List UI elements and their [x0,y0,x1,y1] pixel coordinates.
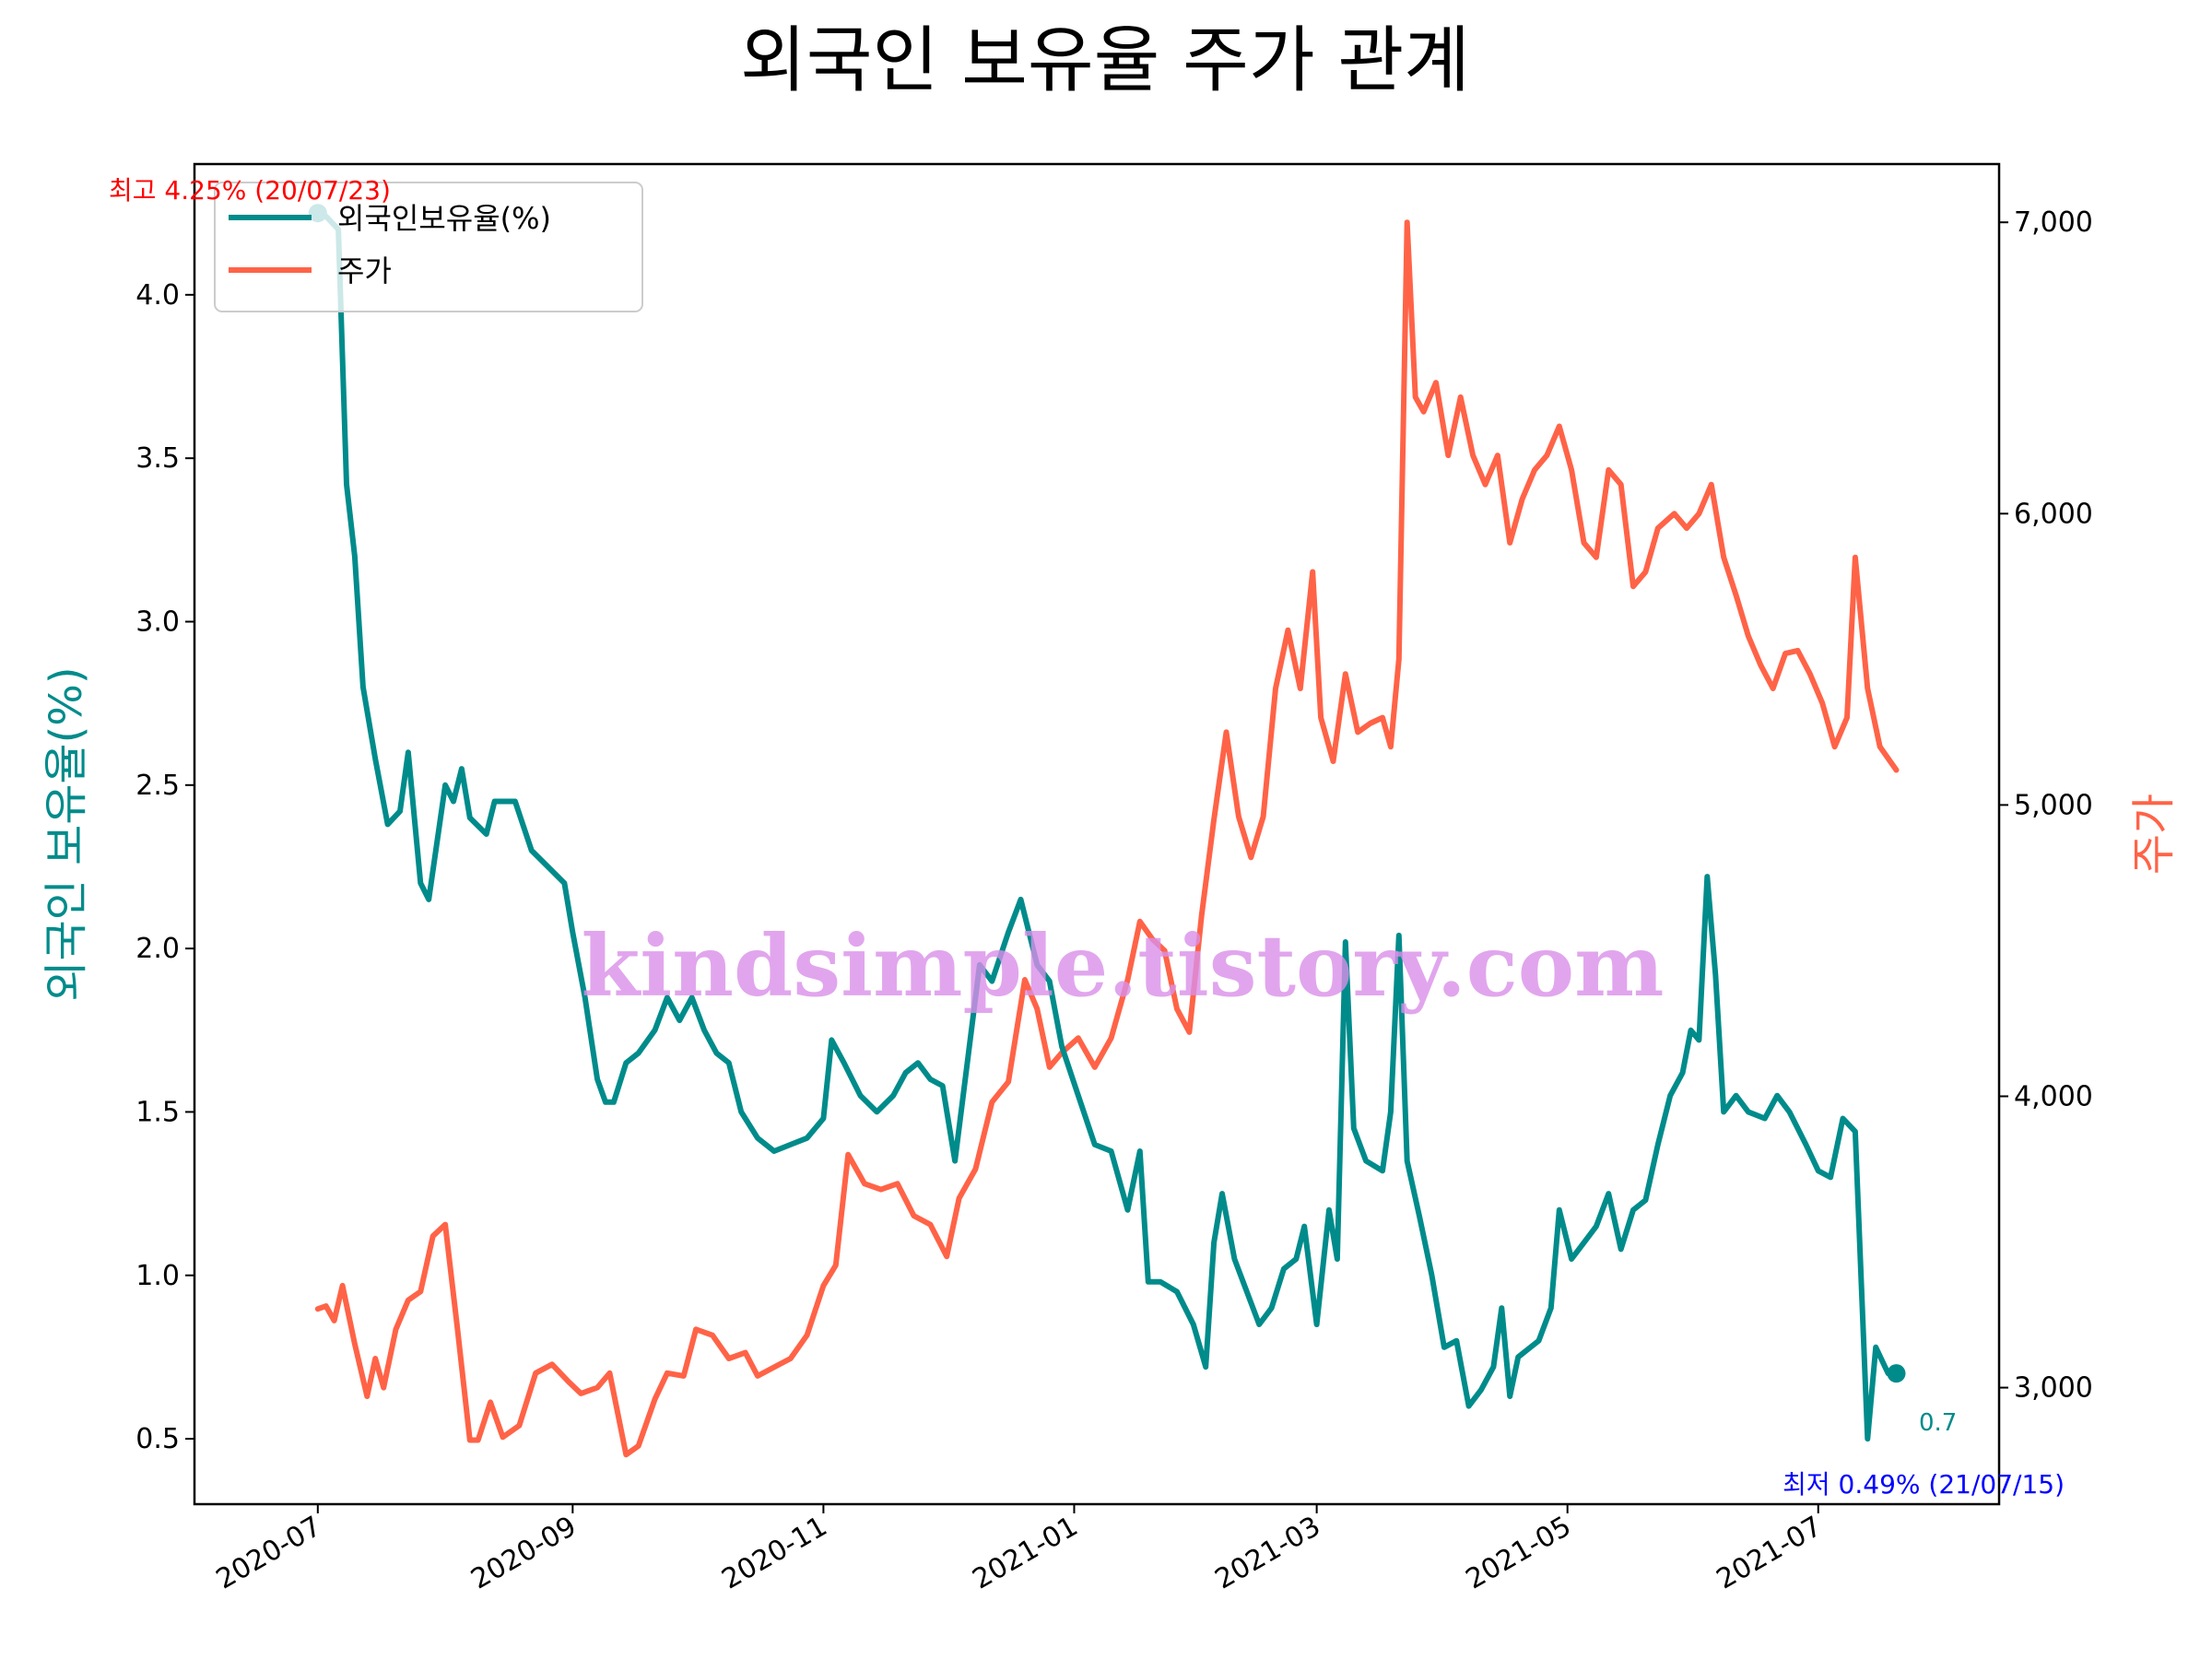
y-left-tick-label: 3.5 [135,442,180,475]
series-line-foreign-holding [314,210,1900,1442]
y-right-tick-label: 6,000 [2014,498,2093,530]
watermark: kindsimple.tistory.com [581,916,1664,1016]
legend-label-price: 주가 [337,253,392,288]
y-axis-right-label: 주가 [2128,794,2180,875]
y-axis-left: 0.5 1.0 1.5 2.0 2.5 3.0 3.5 4.0 [135,279,194,1455]
annotation-last-value: 0.7 [1919,1409,1957,1437]
plot-area-frame [193,162,2001,1506]
y-left-tick-label: 1.0 [135,1260,180,1292]
y-left-tick-label: 3.0 [135,606,180,638]
y-left-tick-label: 2.0 [135,933,180,965]
chart-title: 외국인 보유율 주가 관계 [740,19,1470,102]
series-line-stock-price [314,219,1900,1458]
annotation-max: 최고 4.25% (20/07/23) [109,175,391,206]
legend-label-holding: 외국인보유율(%) [337,201,551,236]
y-left-tick-label: 0.5 [135,1423,180,1455]
y-left-tick-label: 2.5 [135,770,180,802]
y-right-tick-label: 3,000 [2014,1372,2093,1405]
y-axis-left-label: 외국인 보유율(%) [41,666,92,1001]
last-point-marker [1887,1364,1906,1383]
y-right-tick-label: 4,000 [2014,1080,2093,1112]
y-left-tick-label: 4.0 [135,279,180,312]
annotation-min: 최저 0.49% (21/07/15) [1783,1469,2065,1500]
legend-box [214,182,643,312]
y-right-tick-label: 7,000 [2014,206,2093,239]
y-left-tick-label: 1.5 [135,1096,180,1128]
y-axis-right: 3,000 4,000 5,000 6,000 7,000 [1999,206,2093,1405]
y-right-tick-label: 5,000 [2014,789,2093,821]
legend: 외국인보유율(%) 주가 [214,182,643,312]
